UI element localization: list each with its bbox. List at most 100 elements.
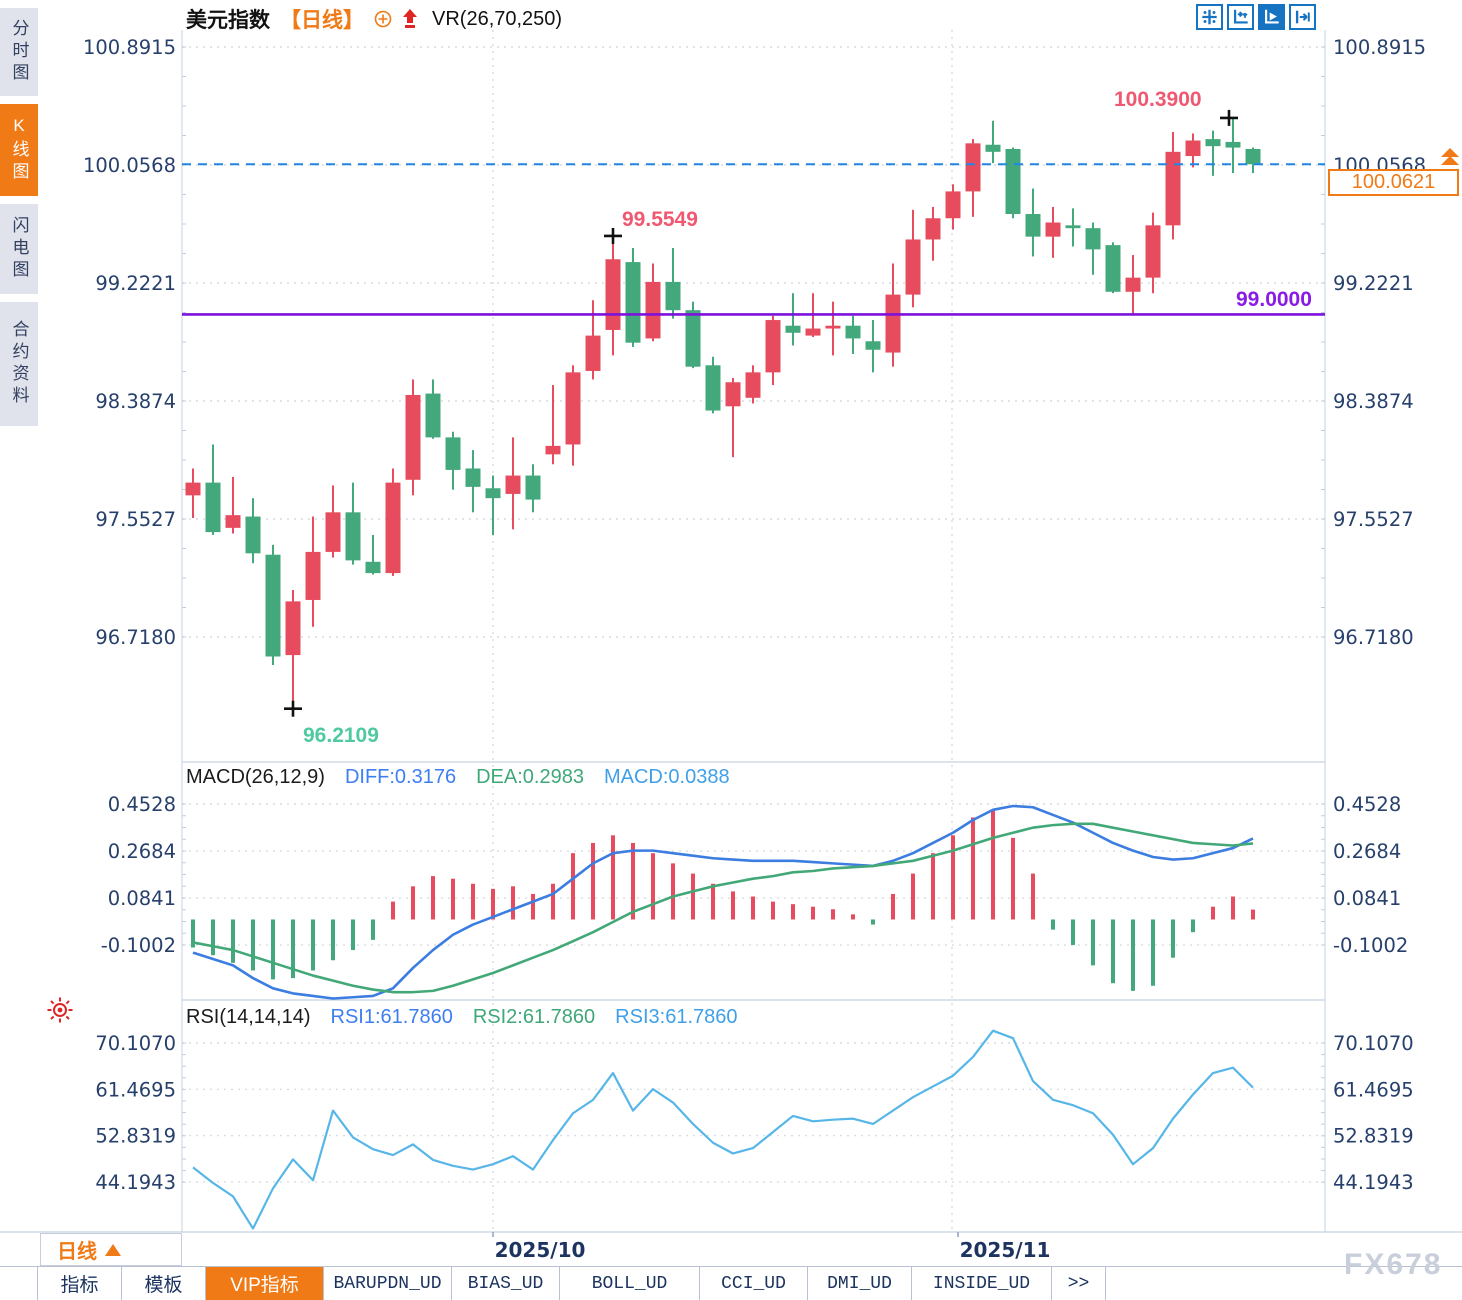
macd-hist-bar xyxy=(1251,909,1255,920)
period-label: 日线 xyxy=(57,1241,97,1263)
candle-body xyxy=(865,341,881,350)
period-tag[interactable]: 【日线】 xyxy=(280,9,364,32)
macd-hist-bar xyxy=(1231,896,1235,920)
tab-inside-ud[interactable]: INSIDE_UD xyxy=(912,1267,1052,1300)
candle-body xyxy=(965,143,981,192)
y-axis-label: 70.1070 xyxy=(1333,1032,1414,1055)
y-axis-label: 98.3874 xyxy=(95,390,176,413)
macd-hist-bar xyxy=(951,835,955,920)
candle-body xyxy=(365,561,381,574)
tab-cci-ud[interactable]: CCI_UD xyxy=(700,1267,808,1300)
sidebar-item-candle-chart[interactable]: K线图 xyxy=(0,104,38,196)
candle-body xyxy=(265,554,281,657)
candle-body xyxy=(505,475,521,494)
macd-hist-bar xyxy=(911,873,915,920)
rsi-title[interactable]: RSI(14,14,14) xyxy=(186,1005,311,1028)
price-annotation: 96.2109 xyxy=(303,724,379,747)
sidebar: 分时图 K线图 闪电图 合约资料 xyxy=(0,8,38,426)
candle-body xyxy=(685,310,701,367)
auto-scale-tool-icon[interactable] xyxy=(1258,4,1285,30)
candle-body xyxy=(705,365,721,411)
macd-hist-bar xyxy=(1191,919,1195,933)
rsi2-value: RSI2:61.7860 xyxy=(472,1005,596,1028)
jump-to-latest-tool-icon[interactable] xyxy=(1289,4,1316,30)
macd-hist-bar xyxy=(811,906,815,920)
candle-body xyxy=(385,482,401,574)
macd-hist-bar xyxy=(431,876,435,920)
macd-title[interactable]: MACD(26,12,9) xyxy=(186,765,325,788)
sidebar-item-contract-info[interactable]: 合约资料 xyxy=(0,302,38,426)
candle-body xyxy=(285,601,301,656)
candle-body xyxy=(305,551,321,600)
candle-body xyxy=(345,512,361,561)
candle-body xyxy=(1085,228,1101,250)
overlay-indicator-label[interactable]: VR(26,70,250) xyxy=(432,7,563,30)
macd-hist-bar xyxy=(671,863,675,920)
candle-body xyxy=(465,468,481,487)
candle-body xyxy=(745,372,761,398)
y-axis-label: 0.4528 xyxy=(1333,793,1401,816)
y-axis-label: -0.1002 xyxy=(101,934,176,957)
macd-hist-bar xyxy=(1011,837,1015,920)
candle-body xyxy=(1185,140,1201,157)
rsi1-value: RSI1:61.7860 xyxy=(330,1005,453,1028)
y-axis-label: 100.8915 xyxy=(1333,36,1426,59)
period-selector-button[interactable]: 日线 xyxy=(40,1233,182,1266)
candle-body xyxy=(585,335,601,371)
tab-boll-ud[interactable]: BOLL_UD xyxy=(560,1267,700,1300)
macd-hist-bar xyxy=(291,919,295,979)
candle-body xyxy=(1165,151,1181,226)
pan-tool-icon[interactable] xyxy=(1196,4,1223,30)
macd-hist-bar xyxy=(251,919,255,971)
tab-bar-spacer xyxy=(0,1267,38,1300)
indicator-settings-icon[interactable] xyxy=(46,996,74,1029)
y-axis-label: 98.3874 xyxy=(1333,390,1414,413)
tab-vip-indicators[interactable]: VIP指标 xyxy=(206,1267,324,1300)
candle-body xyxy=(1225,141,1241,148)
tab-bias-ud[interactable]: BIAS_UD xyxy=(452,1267,560,1300)
y-axis-label: 61.4695 xyxy=(1333,1078,1414,1101)
macd-hist-bar xyxy=(571,853,575,920)
macd-hist-bar xyxy=(1131,919,1135,991)
y-axis-label: 99.2221 xyxy=(1333,272,1414,295)
candle-body xyxy=(205,482,221,533)
y-axis-label: 0.0841 xyxy=(1333,887,1401,910)
macd-hist-bar xyxy=(1151,919,1155,986)
candle-body xyxy=(565,372,581,445)
y-axis-label: 96.7180 xyxy=(1333,626,1414,649)
sidebar-item-time-chart[interactable]: 分时图 xyxy=(0,8,38,96)
x-axis-label: 2025/11 xyxy=(960,1238,1051,1262)
y-axis-label: 99.2221 xyxy=(95,272,176,295)
candle-body xyxy=(1205,139,1221,147)
macd-hist-bar xyxy=(231,919,235,963)
tab-barupdn-ud[interactable]: BARUPDN_UD xyxy=(324,1267,452,1300)
macd-dea-value: DEA:0.2983 xyxy=(476,765,584,788)
tab-templates[interactable]: 模板 xyxy=(122,1267,206,1300)
candle-body xyxy=(1125,277,1141,292)
candle-body xyxy=(825,325,841,329)
add-indicator-icon[interactable] xyxy=(374,10,392,28)
candle-body xyxy=(225,515,241,528)
candle-body xyxy=(425,393,441,438)
candle-body xyxy=(185,482,201,496)
macd-hist-bar xyxy=(331,919,335,961)
fit-axes-tool-icon[interactable] xyxy=(1227,4,1254,30)
y-axis-label: 0.2684 xyxy=(1333,840,1401,863)
sidebar-item-lightning-chart[interactable]: 闪电图 xyxy=(0,204,38,294)
candle-body xyxy=(445,437,461,470)
macd-hist-bar xyxy=(1171,919,1175,958)
tab-indicators[interactable]: 指标 xyxy=(38,1267,122,1300)
macd-hist-value: MACD:0.0388 xyxy=(603,765,730,788)
price-annotation: 100.3900 xyxy=(1114,88,1202,111)
candle-body xyxy=(665,281,681,311)
macd-hist-bar xyxy=(531,893,535,920)
candle-body xyxy=(845,325,861,339)
tab-dmi-ud[interactable]: DMI_UD xyxy=(808,1267,912,1300)
macd-hist-bar xyxy=(391,901,395,920)
y-axis-label: -0.1002 xyxy=(1333,934,1408,957)
y-axis-label: 44.1943 xyxy=(95,1171,176,1194)
macd-hist-bar xyxy=(191,919,195,948)
candle-body xyxy=(905,239,921,295)
tab-more[interactable]: >> xyxy=(1052,1267,1106,1300)
